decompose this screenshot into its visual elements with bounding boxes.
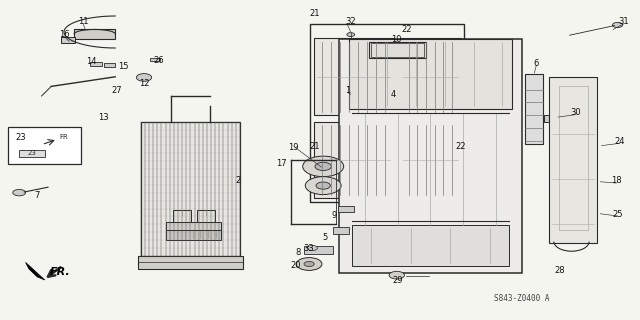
Bar xyxy=(369,42,426,58)
Text: 31: 31 xyxy=(619,17,629,26)
Bar xyxy=(371,43,424,57)
Bar xyxy=(8,127,81,164)
Bar xyxy=(304,246,333,254)
Text: 11: 11 xyxy=(78,17,88,26)
Bar xyxy=(141,122,240,256)
Text: FR.: FR. xyxy=(50,267,70,277)
Text: 32: 32 xyxy=(346,17,356,26)
Text: 20: 20 xyxy=(291,261,301,270)
Bar xyxy=(314,122,394,198)
Circle shape xyxy=(389,271,404,279)
Text: 27: 27 xyxy=(111,86,122,95)
Text: 23: 23 xyxy=(28,150,36,156)
Circle shape xyxy=(315,162,332,171)
Bar xyxy=(150,58,160,61)
Text: 22: 22 xyxy=(401,25,412,34)
Circle shape xyxy=(304,261,314,267)
Bar xyxy=(338,206,354,212)
Bar xyxy=(400,122,461,198)
Text: 14: 14 xyxy=(86,57,96,66)
Circle shape xyxy=(303,156,344,177)
Text: 9: 9 xyxy=(332,211,337,220)
Text: 25: 25 xyxy=(612,210,623,219)
Text: 16: 16 xyxy=(59,30,69,39)
Text: 5: 5 xyxy=(323,233,328,242)
Circle shape xyxy=(296,258,322,270)
Text: 7: 7 xyxy=(35,191,40,200)
Circle shape xyxy=(612,22,623,28)
Text: 33: 33 xyxy=(303,244,314,253)
Bar xyxy=(400,38,461,115)
Text: 29: 29 xyxy=(393,276,403,285)
Text: 1: 1 xyxy=(345,86,350,95)
Bar xyxy=(559,86,588,230)
Bar xyxy=(333,227,349,234)
Bar xyxy=(166,222,221,230)
Circle shape xyxy=(307,245,317,251)
Circle shape xyxy=(13,189,26,196)
Text: 19: 19 xyxy=(288,143,298,152)
Bar xyxy=(349,39,512,109)
Text: FR: FR xyxy=(60,134,68,140)
Text: 13: 13 xyxy=(99,113,109,122)
Circle shape xyxy=(136,74,152,81)
Bar xyxy=(310,24,464,202)
Bar xyxy=(138,256,243,269)
Polygon shape xyxy=(26,262,45,280)
Text: 8: 8 xyxy=(295,248,300,257)
Text: 23: 23 xyxy=(15,133,26,142)
Text: 2: 2 xyxy=(236,176,241,185)
Bar xyxy=(166,230,221,240)
Text: 21: 21 xyxy=(310,142,320,151)
Text: 30: 30 xyxy=(571,108,581,117)
Bar xyxy=(74,29,115,39)
Text: 10: 10 xyxy=(392,35,402,44)
Bar xyxy=(352,225,509,266)
Bar xyxy=(61,37,75,43)
Text: 6: 6 xyxy=(534,59,539,68)
Text: 15: 15 xyxy=(118,62,128,71)
Text: 21: 21 xyxy=(310,9,320,18)
Bar xyxy=(544,115,557,122)
Text: 17: 17 xyxy=(276,159,287,168)
Bar xyxy=(90,62,102,66)
Circle shape xyxy=(316,182,330,189)
Bar xyxy=(104,63,115,67)
Bar xyxy=(19,150,45,157)
Bar xyxy=(197,210,215,222)
Text: S843-Z0400 A: S843-Z0400 A xyxy=(494,294,549,303)
Text: 18: 18 xyxy=(611,176,621,185)
Bar xyxy=(525,74,543,144)
Bar xyxy=(173,210,191,222)
Bar xyxy=(339,39,522,273)
Bar xyxy=(549,77,597,243)
Text: 26: 26 xyxy=(154,56,164,65)
Text: 4: 4 xyxy=(391,90,396,99)
Text: 28: 28 xyxy=(555,266,565,275)
Circle shape xyxy=(347,33,355,36)
Circle shape xyxy=(305,177,341,195)
Text: 22: 22 xyxy=(456,142,466,151)
Text: 12: 12 xyxy=(139,79,149,88)
Text: 24: 24 xyxy=(614,137,625,146)
Bar xyxy=(314,38,394,115)
